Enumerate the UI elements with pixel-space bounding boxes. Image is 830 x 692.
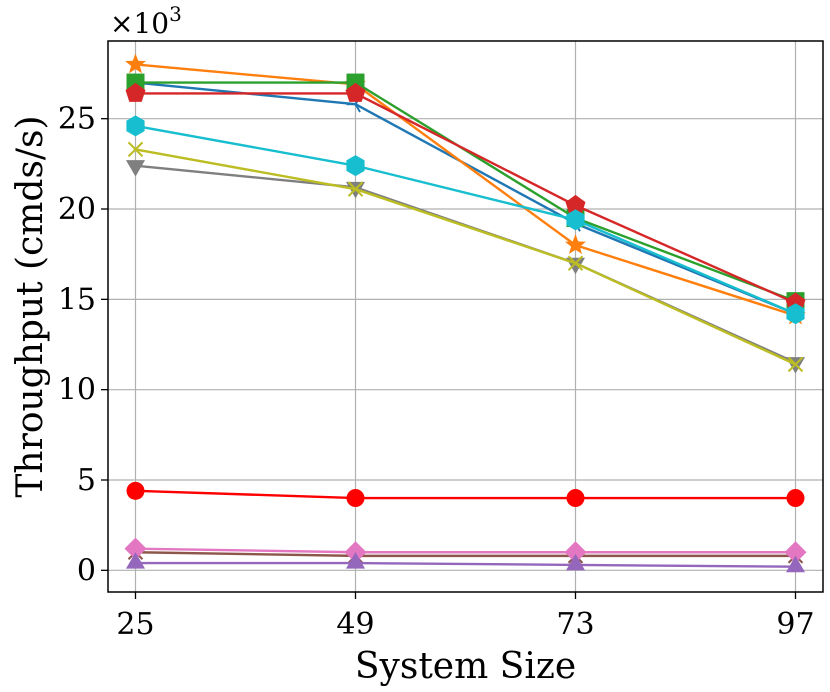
data-point (785, 555, 806, 573)
data-point (564, 541, 587, 564)
y-tick-label: 5 (77, 463, 96, 498)
data-point (347, 181, 364, 197)
series-line (135, 92, 796, 305)
data-point (566, 489, 585, 508)
data-point (124, 537, 147, 560)
data-point (125, 82, 146, 102)
series-line (135, 551, 796, 558)
y-tick-label: 20 (58, 192, 96, 227)
series-line (135, 124, 796, 315)
x-tick-label: 73 (556, 607, 594, 642)
data-point (784, 541, 807, 564)
data-point (346, 155, 365, 177)
data-point (125, 552, 146, 569)
data-point (567, 255, 584, 271)
data-point (126, 481, 145, 500)
data-point (786, 489, 805, 508)
series-red-circle (126, 481, 805, 508)
series-purple-triangle-up (125, 552, 806, 573)
y-axis-label: Throughput (cmds/s) (10, 115, 51, 497)
grid-lines (108, 41, 823, 592)
data-point (127, 141, 144, 158)
series-pink-diamond (124, 537, 807, 564)
plot-frame (107, 40, 824, 593)
x-tick-label: 49 (336, 607, 374, 642)
series-line (135, 63, 796, 317)
series-line (135, 561, 796, 568)
data-point (125, 160, 146, 177)
series-line (135, 148, 797, 366)
series-line (135, 81, 796, 315)
data-point (565, 234, 586, 255)
y-tick-label: 25 (58, 102, 96, 137)
y-tick-label: 0 (77, 553, 96, 588)
x-axis-label: System Size (355, 646, 576, 687)
series-cyan-hexagon (126, 115, 805, 325)
x-tick-label: 25 (116, 607, 154, 642)
series-red-pentagon (125, 82, 806, 312)
series-line (135, 547, 796, 554)
series-layer (124, 53, 807, 573)
data-point (346, 489, 365, 508)
data-point (345, 552, 366, 569)
data-point (565, 194, 586, 214)
x-tick-label: 97 (776, 607, 814, 642)
data-point (565, 553, 586, 571)
data-point (787, 356, 804, 373)
series-olive-x (127, 141, 804, 373)
data-point (126, 115, 145, 137)
series-line (135, 489, 796, 500)
data-point (345, 82, 366, 102)
data-point (566, 209, 585, 231)
y-tick-label: 10 (58, 373, 96, 408)
data-point (125, 53, 146, 74)
y-multiplier-label: ×103 (110, 2, 182, 40)
data-point (786, 303, 805, 325)
y-tick-label: 15 (58, 282, 96, 317)
series-brown-x (127, 544, 804, 564)
axis-ticks: 25 49 73 97 0 5 10 15 20 25 (58, 102, 815, 642)
